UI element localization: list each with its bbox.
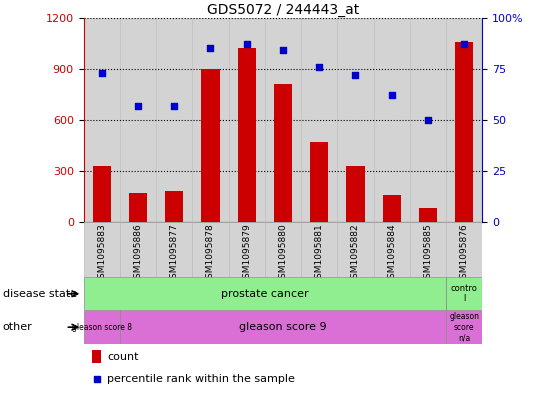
- Bar: [374, 18, 410, 222]
- Text: other: other: [3, 322, 32, 332]
- Text: GSM1095880: GSM1095880: [279, 224, 287, 285]
- Text: contro
l: contro l: [451, 284, 478, 303]
- Point: [388, 92, 396, 99]
- Bar: [84, 222, 120, 277]
- Bar: [192, 222, 229, 277]
- Bar: [93, 166, 110, 222]
- Point: [460, 41, 468, 48]
- Bar: [419, 208, 437, 222]
- Point: [279, 47, 287, 53]
- Bar: [120, 18, 156, 222]
- Text: gleason score 8: gleason score 8: [72, 323, 132, 332]
- Bar: [265, 18, 301, 222]
- Bar: [156, 18, 192, 222]
- Bar: [84, 18, 120, 222]
- Text: GSM1095885: GSM1095885: [424, 224, 432, 285]
- Bar: [347, 166, 364, 222]
- Text: prostate cancer: prostate cancer: [221, 289, 309, 299]
- Point: [98, 70, 106, 76]
- Bar: [446, 310, 482, 344]
- Text: percentile rank within the sample: percentile rank within the sample: [107, 374, 295, 384]
- Bar: [446, 222, 482, 277]
- Bar: [120, 310, 446, 344]
- Point: [243, 41, 251, 48]
- Bar: [410, 18, 446, 222]
- Text: gleason
score
n/a: gleason score n/a: [450, 312, 479, 342]
- Bar: [446, 18, 482, 222]
- Bar: [301, 18, 337, 222]
- Bar: [120, 222, 156, 277]
- Text: GSM1095883: GSM1095883: [97, 224, 106, 285]
- Bar: [410, 222, 446, 277]
- Bar: [84, 310, 120, 344]
- Bar: [337, 18, 374, 222]
- Point: [134, 103, 142, 109]
- Bar: [92, 350, 101, 362]
- Bar: [301, 222, 337, 277]
- Title: GDS5072 / 244443_at: GDS5072 / 244443_at: [207, 3, 359, 17]
- Point: [315, 64, 323, 70]
- Text: GSM1095886: GSM1095886: [134, 224, 142, 285]
- Bar: [274, 84, 292, 222]
- Bar: [192, 18, 229, 222]
- Text: GSM1095882: GSM1095882: [351, 224, 360, 284]
- Point: [92, 376, 101, 382]
- Point: [351, 72, 360, 78]
- Point: [206, 45, 215, 51]
- Bar: [374, 222, 410, 277]
- Bar: [446, 277, 482, 310]
- Bar: [129, 193, 147, 222]
- Text: GSM1095878: GSM1095878: [206, 224, 215, 285]
- Bar: [238, 48, 256, 222]
- Bar: [165, 191, 183, 222]
- Text: GSM1095876: GSM1095876: [460, 224, 469, 285]
- Bar: [337, 222, 374, 277]
- Text: disease state: disease state: [3, 289, 77, 299]
- Bar: [383, 195, 401, 222]
- Bar: [229, 222, 265, 277]
- Bar: [310, 142, 328, 222]
- Bar: [156, 222, 192, 277]
- Bar: [265, 222, 301, 277]
- Bar: [455, 42, 473, 222]
- Text: gleason score 9: gleason score 9: [239, 322, 327, 332]
- Text: GSM1095884: GSM1095884: [387, 224, 396, 284]
- Text: GSM1095879: GSM1095879: [242, 224, 251, 285]
- Point: [170, 103, 178, 109]
- Text: count: count: [107, 352, 139, 362]
- Text: GSM1095877: GSM1095877: [170, 224, 179, 285]
- Text: GSM1095881: GSM1095881: [315, 224, 324, 285]
- Bar: [202, 69, 219, 222]
- Bar: [229, 18, 265, 222]
- Point: [424, 117, 432, 123]
